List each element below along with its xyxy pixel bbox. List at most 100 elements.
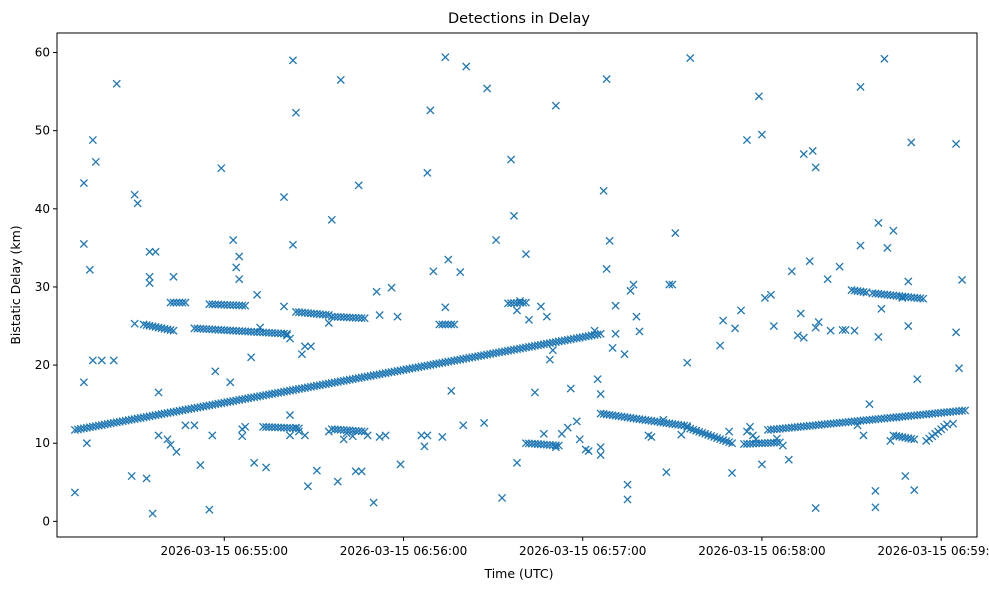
data-point bbox=[70, 488, 79, 497]
x-axis: 2026-03-15 06:55:00 2026-03-15 06:56:00 20… bbox=[161, 537, 989, 558]
data-point bbox=[438, 432, 447, 442]
y-tick-label: 0 bbox=[42, 514, 50, 528]
data-point bbox=[441, 53, 450, 62]
data-point bbox=[692, 426, 701, 435]
data-point bbox=[172, 298, 181, 307]
data-point bbox=[351, 467, 360, 476]
data-point bbox=[530, 388, 539, 397]
data-point bbox=[139, 320, 148, 329]
y-tick-label: 50 bbox=[35, 124, 50, 138]
data-point bbox=[623, 495, 632, 504]
y-tick-label: 20 bbox=[35, 358, 50, 372]
data-point bbox=[235, 275, 244, 284]
data-point bbox=[208, 431, 217, 440]
data-point bbox=[769, 321, 778, 331]
data-point bbox=[357, 314, 366, 323]
data-point bbox=[551, 441, 560, 450]
data-point bbox=[181, 298, 190, 307]
data-point bbox=[626, 286, 635, 295]
data-point bbox=[960, 406, 970, 415]
data-point bbox=[450, 320, 459, 329]
data-point bbox=[805, 257, 814, 266]
data-point bbox=[480, 418, 489, 427]
data-point bbox=[169, 272, 178, 281]
data-point bbox=[874, 218, 883, 227]
data-point bbox=[716, 341, 725, 350]
data-point bbox=[757, 460, 766, 469]
data-point bbox=[79, 239, 88, 249]
data-point bbox=[751, 435, 761, 444]
data-point bbox=[285, 431, 295, 440]
data-point bbox=[632, 312, 641, 321]
data-point bbox=[241, 301, 250, 310]
data-point bbox=[599, 186, 608, 195]
data-point bbox=[853, 421, 862, 430]
data-point bbox=[145, 278, 154, 288]
data-point bbox=[112, 79, 121, 88]
y-axis: 0 10 20 30 40 50 60 bbox=[35, 46, 57, 528]
data-point bbox=[396, 460, 405, 469]
data-point bbox=[166, 326, 175, 335]
data-point bbox=[838, 325, 847, 334]
data-point bbox=[563, 423, 572, 432]
data-point bbox=[859, 287, 868, 297]
data-point bbox=[333, 477, 342, 486]
data-point bbox=[363, 431, 372, 440]
chart-title: Detections in Delay bbox=[448, 11, 590, 27]
data-point bbox=[294, 424, 304, 433]
x-axis-label: Time (UTC) bbox=[483, 566, 553, 581]
data-point bbox=[429, 267, 438, 276]
data-point bbox=[420, 442, 429, 451]
y-axis-label: Bistatic Delay (km) bbox=[8, 225, 23, 344]
data-point bbox=[766, 290, 775, 299]
data-point bbox=[871, 503, 880, 512]
data-point bbox=[757, 130, 766, 139]
data-point bbox=[671, 228, 680, 238]
data-point bbox=[668, 280, 677, 289]
data-point bbox=[226, 378, 235, 387]
data-point bbox=[130, 190, 139, 199]
data-point bbox=[551, 443, 560, 452]
data-point bbox=[321, 310, 330, 319]
data-point bbox=[521, 298, 531, 307]
data-point bbox=[889, 226, 898, 235]
data-point bbox=[369, 498, 378, 507]
data-point bbox=[312, 466, 321, 475]
data-point bbox=[949, 419, 958, 428]
data-point bbox=[826, 326, 835, 335]
data-point bbox=[291, 423, 301, 432]
data-point bbox=[163, 325, 172, 334]
data-point bbox=[459, 421, 468, 430]
data-point bbox=[596, 450, 605, 460]
data-point bbox=[919, 294, 928, 303]
data-point bbox=[178, 298, 187, 307]
data-point bbox=[793, 331, 802, 340]
data-point bbox=[512, 458, 522, 467]
data-point bbox=[907, 138, 916, 147]
data-point bbox=[462, 62, 471, 71]
data-point bbox=[357, 427, 366, 436]
data-point bbox=[596, 329, 605, 338]
data-point bbox=[677, 430, 686, 439]
data-point bbox=[611, 329, 620, 338]
data-point bbox=[166, 298, 175, 307]
data-point bbox=[109, 356, 118, 365]
data-point bbox=[79, 378, 88, 387]
data-point bbox=[211, 367, 220, 376]
x-tick-label: 2026-03-15 06:56:00 bbox=[340, 544, 467, 558]
data-point bbox=[901, 471, 910, 481]
data-point bbox=[387, 283, 396, 292]
y-tick-label: 30 bbox=[35, 280, 50, 294]
data-point bbox=[916, 294, 925, 303]
data-point bbox=[835, 262, 844, 271]
data-point bbox=[483, 84, 492, 93]
data-point bbox=[145, 247, 154, 256]
data-point bbox=[354, 181, 363, 190]
data-point bbox=[357, 467, 366, 476]
data-point bbox=[745, 422, 755, 431]
data-point bbox=[190, 421, 199, 430]
data-point bbox=[862, 288, 871, 297]
data-point bbox=[593, 375, 602, 384]
data-point bbox=[892, 413, 901, 422]
